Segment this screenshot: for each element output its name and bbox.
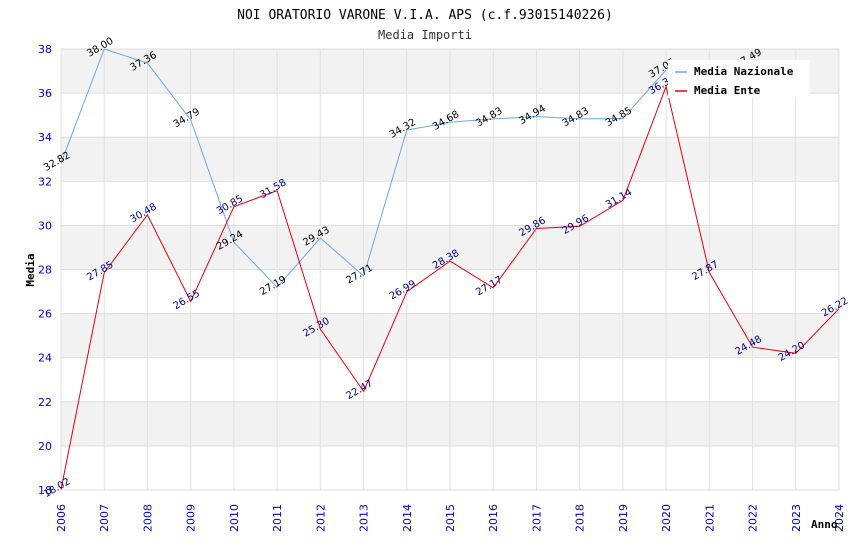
y-tick-label: 22: [38, 396, 52, 409]
y-tick-label: 36: [38, 87, 52, 100]
x-tick-label: 2024: [833, 504, 846, 532]
y-tick-label: 34: [38, 131, 52, 144]
x-tick-label: 2013: [358, 504, 371, 532]
x-tick-label: 2021: [703, 504, 716, 532]
y-tick-label: 18: [38, 484, 52, 497]
legend-label-media-ente: Media Ente: [694, 84, 761, 97]
x-tick-label: 2006: [55, 504, 68, 532]
x-tick-label: 2015: [444, 504, 457, 532]
series-line-media-nazionale: [60, 48, 667, 289]
x-tick-label: 2014: [401, 504, 414, 532]
x-tick-label: 2009: [185, 504, 198, 532]
x-tick-label: 2022: [747, 504, 760, 532]
x-tick-label: 2008: [141, 504, 154, 532]
legend-box: [668, 60, 810, 98]
grid-lines: [60, 48, 840, 491]
y-tick-label: 26: [38, 308, 52, 321]
y-tick-label: 20: [38, 440, 52, 453]
y-tick-label: 38: [38, 43, 52, 56]
y-tick-label: 24: [38, 352, 52, 365]
data-label-media-ente: 18.02: [42, 476, 72, 500]
y-tick-label: 32: [38, 175, 52, 188]
y-axis-label: Media: [24, 253, 37, 286]
x-tick-label: 2012: [314, 504, 327, 532]
x-tick-label: 2017: [530, 504, 543, 532]
x-tick-label: 2007: [98, 504, 111, 532]
x-tick-label: 2010: [228, 504, 241, 532]
y-axis-ticks: 18 20 22 24 26 28 30 32 34 36 38: [38, 43, 52, 497]
legend: Media Nazionale Media Ente: [668, 60, 810, 98]
x-tick-label: 2023: [790, 504, 803, 532]
x-tick-label: 2020: [660, 504, 673, 532]
legend-label-media-nazionale: Media Nazionale: [694, 65, 794, 78]
x-axis-ticks: 2006 2007 2008 2009 2010 2011 2012 2013 2014 2015…: [55, 504, 846, 532]
x-tick-label: 2018: [574, 504, 587, 532]
x-tick-label: 2019: [617, 504, 630, 532]
y-tick-label: 30: [38, 219, 52, 232]
chart-subtitle: Media Importi: [378, 28, 472, 42]
x-tick-label: 2016: [487, 504, 500, 532]
x-axis-label: Anno: [811, 518, 838, 531]
series-lines: [60, 48, 840, 490]
x-tick-label: 2011: [271, 504, 284, 532]
series-line-media-ente: [60, 84, 840, 490]
y-tick-label: 28: [38, 264, 52, 277]
chart-title: NOI ORATORIO VARONE V.I.A. APS (c.f.9301…: [237, 8, 613, 23]
